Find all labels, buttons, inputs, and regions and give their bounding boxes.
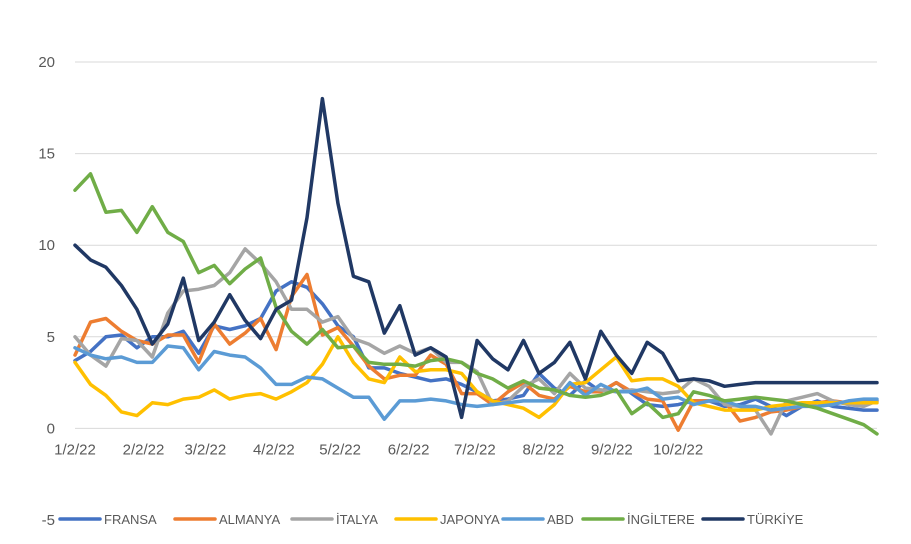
- x-tick-label: 2/2/22: [123, 441, 165, 458]
- y-tick-label: 0: [47, 420, 55, 437]
- legend-item: İNGİLTERE: [581, 512, 695, 527]
- legend-label: JAPONYA: [440, 512, 500, 527]
- legend: FRANSA ALMANYA İTALYA JAPONYA ABD İNGİLTERE TÜ…: [58, 512, 804, 527]
- y-axis-ticks: -5 0 5 10 15 20: [38, 54, 55, 529]
- legend-item: TÜRKİYE: [701, 512, 804, 527]
- legend-item: İTALYA: [290, 512, 378, 527]
- y-tick-label: 10: [38, 237, 55, 254]
- legend-label: FRANSA: [104, 512, 157, 527]
- x-tick-label: 10/2/22: [653, 441, 703, 458]
- x-tick-label: 1/2/22: [54, 441, 96, 458]
- x-axis-ticks: 1/2/22 2/2/22 3/2/22 4/2/22 5/2/22 6/2/22 7/2/…: [54, 441, 703, 458]
- legend-label: ABD: [547, 512, 574, 527]
- x-tick-label: 9/2/22: [591, 441, 633, 458]
- x-tick-label: 3/2/22: [184, 441, 226, 458]
- x-tick-label: 6/2/22: [388, 441, 430, 458]
- legend-item: JAPONYA: [394, 512, 500, 527]
- x-tick-label: 4/2/22: [253, 441, 295, 458]
- legend-item: FRANSA: [58, 512, 157, 527]
- legend-label: İNGİLTERE: [627, 512, 695, 527]
- y-tick-label: 5: [47, 329, 55, 346]
- legend-label: ALMANYA: [219, 512, 280, 527]
- series-line: [73, 172, 879, 436]
- series-lines: [73, 96, 879, 436]
- y-tick-label: 15: [38, 146, 55, 163]
- y-tick-label: 20: [38, 54, 55, 71]
- legend-label: İTALYA: [336, 512, 378, 527]
- series-line: [73, 335, 879, 420]
- x-tick-label: 5/2/22: [319, 441, 361, 458]
- x-tick-label: 8/2/22: [523, 441, 565, 458]
- x-tick-label: 7/2/22: [454, 441, 496, 458]
- series-line: [73, 344, 879, 421]
- legend-item: ABD: [501, 512, 574, 527]
- y-tick-label: -5: [42, 512, 55, 529]
- legend-item: ALMANYA: [173, 512, 280, 527]
- legend-label: TÜRKİYE: [747, 512, 804, 527]
- series-line: [73, 96, 879, 420]
